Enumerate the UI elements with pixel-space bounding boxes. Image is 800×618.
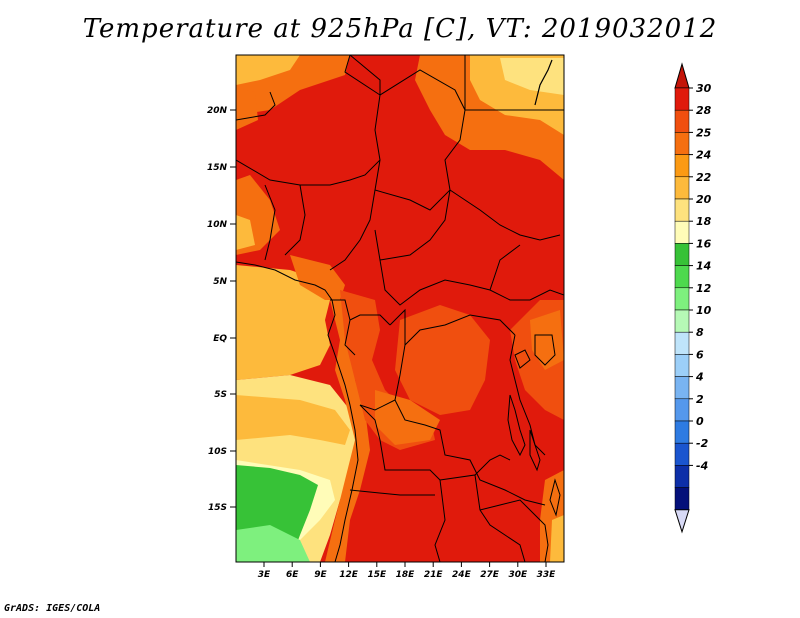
lat-tick-label: 15S [208, 503, 227, 513]
colorbar-label: 0 [696, 415, 704, 428]
lon-tick-label: 30E [508, 570, 528, 580]
colorbar-label: 25 [696, 126, 712, 139]
lon-tick-label: 6E [286, 570, 299, 580]
lon-tick-label: 12E [339, 570, 359, 580]
colorbar-swatch [674, 176, 690, 200]
colorbar-label: 28 [696, 104, 712, 117]
colorbar-swatch [674, 465, 690, 488]
colorbar-swatch [674, 354, 690, 377]
lon-tick-label: 33E [537, 570, 557, 580]
colorbar-label: 4 [695, 371, 704, 384]
lon-tick-label: 3E [258, 570, 271, 580]
colorbar-label: 24 [696, 149, 711, 162]
colorbar-label: 16 [696, 237, 712, 250]
colorbar-label: 18 [696, 215, 712, 228]
map-title: Temperature at 925hPa [C], VT: 201903201… [82, 14, 718, 44]
colorbar-swatch [674, 154, 690, 178]
colorbar-swatch [674, 376, 690, 400]
colorbar-swatch [674, 331, 690, 355]
colorbar-swatch [674, 87, 690, 111]
colorbar-swatch [674, 287, 690, 311]
latitude-axis: 20N 15N 10N 5N EQ 5S 10S 15S [207, 106, 236, 513]
grads-credit: GrADS: IGES/COLA [4, 603, 101, 614]
lat-tick-label: 15N [207, 163, 228, 173]
colorbar-label: 6 [696, 348, 704, 361]
lon-tick-label: 24E [452, 570, 472, 580]
colorbar-swatch [674, 420, 690, 444]
colorbar-swatch [674, 265, 690, 289]
colorbar-label: -4 [696, 459, 708, 472]
colorbar-swatch [674, 220, 690, 244]
colorbar-label: 10 [696, 304, 712, 317]
colorbar-top-arrow [674, 62, 690, 89]
colorbar-swatch [674, 442, 690, 466]
colorbar-swatch [674, 309, 690, 333]
colorbar-bottom-arrow [674, 509, 690, 534]
lat-tick-label: 10N [207, 220, 228, 230]
colorbar-swatch [674, 198, 690, 222]
colorbar-label: -2 [696, 437, 709, 450]
colorbar-swatch [674, 398, 690, 422]
lat-tick-label: EQ [213, 334, 227, 344]
colorbar-swatch [674, 109, 690, 133]
map-frame [235, 54, 565, 563]
country-borders [236, 55, 564, 562]
lon-tick-label: 15E [367, 570, 387, 580]
lat-tick-label: 20N [207, 106, 228, 116]
colorbar-label: 2 [696, 393, 704, 406]
lon-tick-label: 9E [314, 570, 327, 580]
lon-tick-label: 18E [396, 570, 416, 580]
colorbar-label: 22 [696, 171, 712, 184]
colorbar-label: 20 [696, 193, 712, 206]
colorbar-swatch [674, 132, 690, 155]
colorbar-label: 30 [696, 82, 712, 95]
colorbar-swatch [674, 487, 690, 511]
temperature-field [236, 55, 564, 562]
lat-tick-label: 5N [213, 277, 227, 287]
longitude-axis: 3E 6E 9E 12E 15E 18E 21E 24E 27E 30E 33E [258, 562, 556, 580]
lon-tick-label: 27E [480, 570, 500, 580]
lat-tick-label: 5S [214, 390, 227, 400]
colorbar-label: 8 [696, 326, 704, 339]
colorbar-swatch [674, 243, 690, 266]
colorbar-label: 14 [696, 260, 711, 273]
colorbar-label: 12 [696, 282, 712, 295]
lat-tick-label: 10S [208, 447, 227, 457]
lon-tick-label: 21E [424, 570, 444, 580]
